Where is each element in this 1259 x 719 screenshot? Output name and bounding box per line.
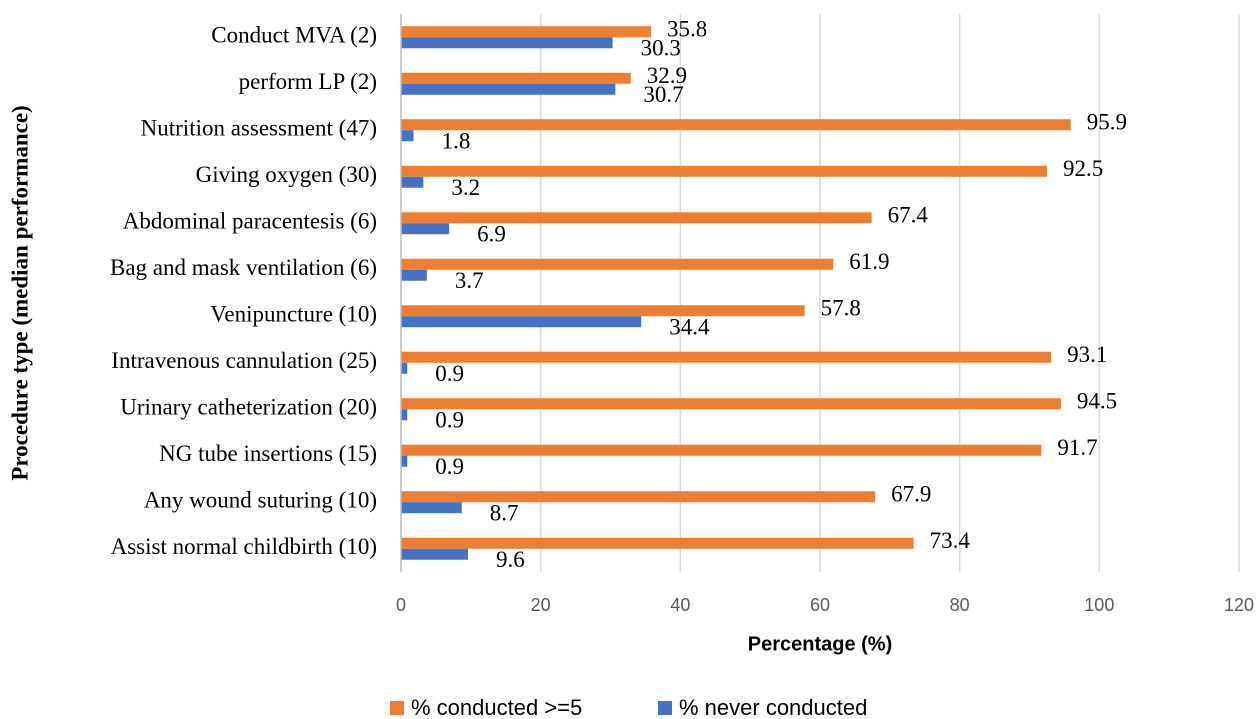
legend-swatch [390, 701, 404, 715]
category-label: Any wound suturing (10) [144, 488, 377, 513]
bar [401, 444, 1042, 456]
bar [401, 223, 450, 235]
bar [401, 165, 1047, 177]
bar [401, 176, 424, 188]
data-label: 0.9 [435, 454, 464, 479]
data-label: 91.7 [1057, 435, 1097, 460]
data-label: 30.7 [643, 82, 683, 107]
data-label: 73.4 [930, 528, 971, 553]
category-label: Nutrition assessment (47) [141, 116, 377, 141]
data-label: 0.9 [435, 361, 464, 386]
legend-label: % conducted >=5 [411, 695, 582, 719]
category-label: Bag and mask ventilation (6) [110, 255, 377, 280]
bar [401, 37, 613, 49]
bar [401, 548, 469, 560]
bar [401, 212, 872, 224]
data-label: 32.9 [647, 63, 687, 88]
data-label: 3.7 [455, 268, 484, 293]
data-label: 95.9 [1087, 110, 1127, 135]
x-tick-label: 80 [950, 595, 970, 615]
x-tick-label: 60 [810, 595, 830, 615]
data-label: 9.6 [496, 547, 525, 572]
bar [401, 258, 834, 270]
category-label: Venipuncture (10) [210, 302, 377, 327]
data-label: 0.9 [435, 408, 464, 433]
legend-label: % never conducted [679, 695, 867, 719]
bar [401, 398, 1061, 410]
bar [401, 26, 652, 38]
data-label: 34.4 [669, 315, 710, 340]
x-tick-label: 120 [1224, 595, 1254, 615]
bar [401, 537, 914, 549]
bar [401, 269, 427, 281]
data-label: 6.9 [477, 222, 506, 247]
legend-swatch [658, 701, 672, 715]
category-label: Assist normal childbirth (10) [111, 534, 377, 559]
bar [401, 119, 1071, 131]
x-tick-label: 0 [396, 595, 406, 615]
data-label: 35.8 [667, 17, 707, 42]
bar [401, 455, 408, 467]
bar [401, 72, 631, 84]
bar [401, 316, 642, 328]
bar [401, 362, 408, 374]
x-tick-label: 20 [531, 595, 551, 615]
category-label: NG tube insertions (15) [159, 441, 377, 466]
category-label: Urinary catheterization (20) [120, 395, 377, 420]
data-label: 67.4 [888, 203, 929, 228]
bar [401, 502, 462, 514]
data-label: 61.9 [849, 249, 889, 274]
bar [401, 130, 414, 142]
category-label: Abdominal paracentesis (6) [123, 209, 377, 234]
x-axis-title: Percentage (%) [748, 633, 893, 655]
data-label: 94.5 [1077, 389, 1117, 414]
category-label: perform LP (2) [239, 69, 377, 94]
y-axis-title: Procedure type (median performance) [7, 105, 32, 480]
data-label: 92.5 [1063, 156, 1103, 181]
category-label: Conduct MVA (2) [211, 23, 377, 48]
x-tick-label: 100 [1084, 595, 1114, 615]
bar [401, 351, 1052, 363]
data-label: 67.9 [891, 482, 931, 507]
data-label: 8.7 [490, 501, 519, 526]
category-label: Giving oxygen (30) [196, 162, 377, 187]
data-label: 57.8 [821, 296, 861, 321]
category-label: Intravenous cannulation (25) [111, 348, 377, 373]
data-label: 1.8 [442, 129, 471, 154]
data-label: 93.1 [1067, 342, 1107, 367]
bar [401, 83, 616, 95]
bar [401, 305, 805, 317]
data-label: 3.2 [451, 175, 480, 200]
bar [401, 409, 408, 421]
bar [401, 491, 876, 503]
x-tick-label: 40 [670, 595, 690, 615]
data-label: 30.3 [641, 36, 681, 61]
